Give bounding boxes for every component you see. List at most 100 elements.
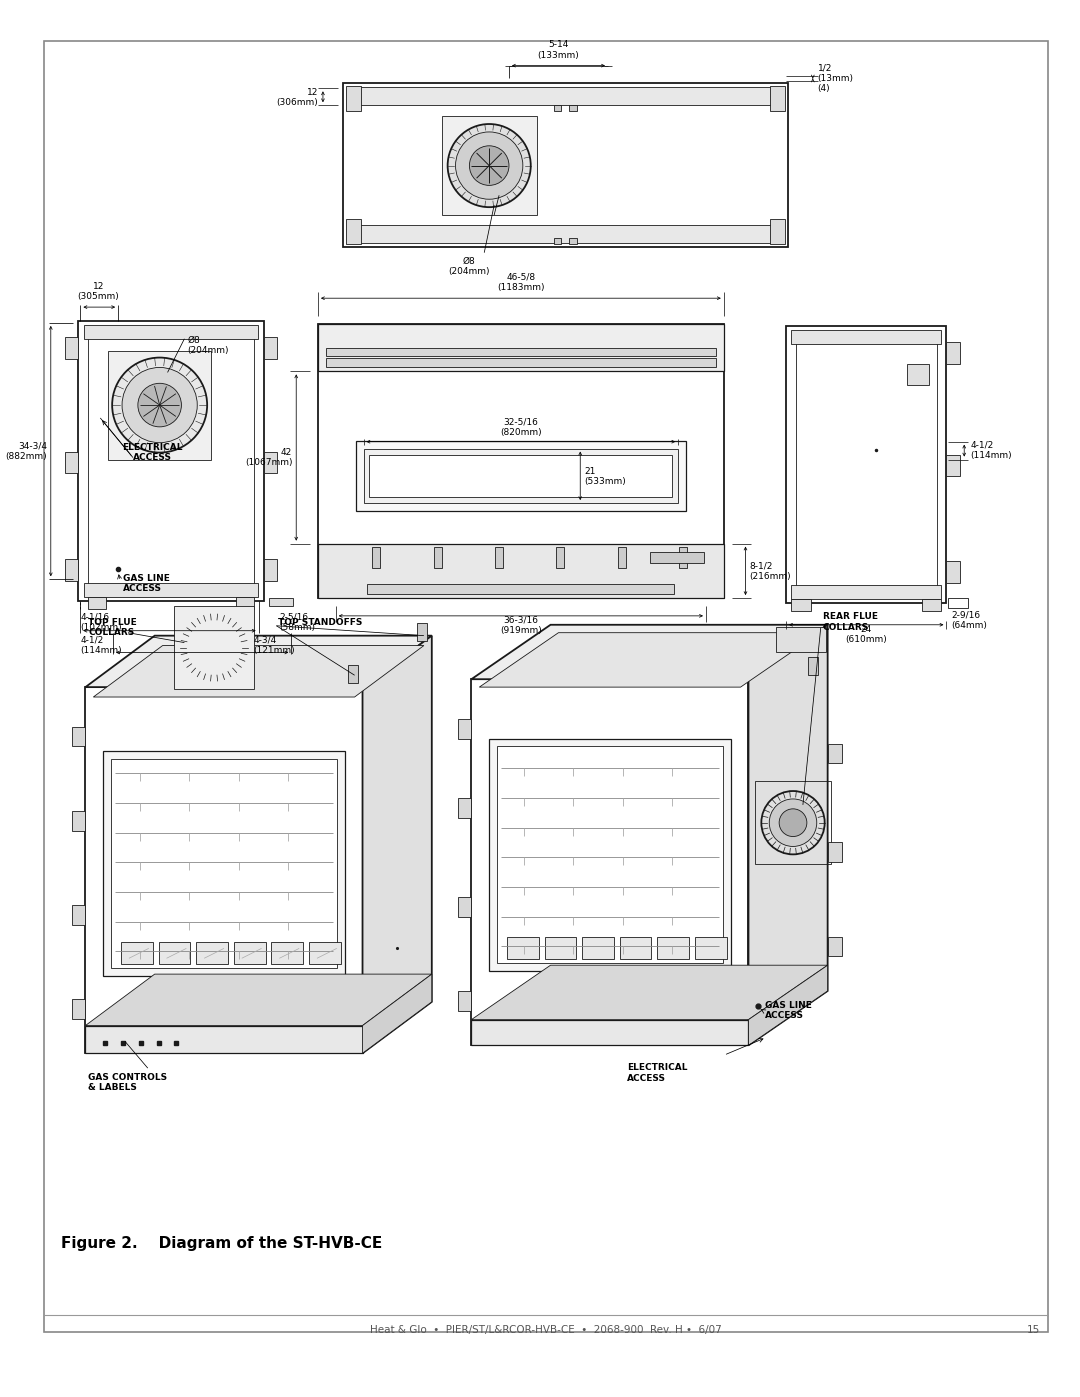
Bar (458, 897, 471, 916)
Bar (907, 363, 929, 386)
Bar (554, 237, 562, 243)
Bar (770, 87, 785, 112)
Bar (104, 752, 345, 977)
Polygon shape (471, 965, 827, 1020)
Bar (458, 798, 471, 817)
Bar (442, 116, 537, 215)
Text: ELECTRICAL
ACCESS: ELECTRICAL ACCESS (122, 443, 183, 462)
Bar (946, 562, 960, 583)
Text: Ø8
(204mm): Ø8 (204mm) (448, 257, 490, 277)
Bar (679, 546, 687, 569)
Bar (556, 546, 565, 569)
Circle shape (447, 124, 530, 207)
Bar (544, 937, 577, 960)
Text: 36-3/16
(919mm): 36-3/16 (919mm) (500, 616, 542, 636)
Bar (84, 326, 258, 338)
Bar (569, 237, 578, 243)
Bar (777, 627, 826, 652)
Circle shape (112, 358, 207, 453)
Bar (458, 719, 471, 739)
Polygon shape (363, 636, 432, 1053)
Bar (458, 990, 471, 1010)
Text: Figure 2.    Diagram of the ST-HVB-CE: Figure 2. Diagram of the ST-HVB-CE (60, 1236, 382, 1252)
Text: 4-3/4
(121mm): 4-3/4 (121mm) (254, 636, 295, 655)
Bar (582, 937, 613, 960)
Bar (791, 585, 942, 599)
Polygon shape (93, 645, 423, 697)
Circle shape (761, 791, 825, 855)
Bar (367, 584, 674, 594)
Text: 24
(610mm): 24 (610mm) (846, 624, 887, 644)
Polygon shape (85, 636, 432, 687)
Bar (471, 1020, 748, 1045)
Bar (71, 726, 85, 746)
Text: GAS LINE
ACCESS: GAS LINE ACCESS (766, 1002, 812, 1020)
Bar (618, 546, 625, 569)
Bar (65, 559, 79, 581)
Text: 42
(1067mm): 42 (1067mm) (245, 448, 293, 467)
Bar (658, 937, 689, 960)
Circle shape (180, 613, 247, 682)
Text: REAR FLUE
COLLARS: REAR FLUE COLLARS (823, 612, 878, 631)
Text: TOP STANDOFFS: TOP STANDOFFS (279, 619, 363, 627)
Bar (786, 326, 946, 604)
Text: GAS CONTROLS
& LABELS: GAS CONTROLS & LABELS (89, 1073, 167, 1092)
Bar (649, 552, 704, 563)
Bar (197, 943, 228, 964)
Polygon shape (85, 974, 432, 1025)
Bar (369, 454, 672, 497)
Text: 32-5/16
(820mm): 32-5/16 (820mm) (500, 418, 542, 437)
Bar (89, 331, 254, 591)
Text: 2-9/16
(64mm): 2-9/16 (64mm) (951, 610, 987, 630)
Bar (373, 546, 380, 569)
Circle shape (779, 809, 807, 837)
Bar (318, 324, 724, 372)
Text: 1/2
(13mm)
(4): 1/2 (13mm) (4) (818, 64, 854, 94)
Bar (326, 348, 716, 356)
Bar (346, 87, 361, 112)
Bar (65, 451, 79, 474)
Text: 8-1/2
(216mm): 8-1/2 (216mm) (750, 562, 791, 581)
Bar (620, 937, 651, 960)
Bar (946, 342, 960, 363)
Bar (159, 943, 190, 964)
Text: 5-14
(133mm): 5-14 (133mm) (538, 41, 579, 60)
Bar (85, 687, 363, 1053)
Bar (65, 337, 79, 359)
Bar (264, 337, 278, 359)
Bar (827, 842, 841, 862)
Text: Heat & Glo  •  PIER/ST/L&RCOR-HVB-CE  •  2068-900  Rev. H •  6/07: Heat & Glo • PIER/ST/L&RCOR-HVB-CE • 206… (369, 1326, 721, 1336)
Bar (351, 225, 780, 243)
Bar (946, 454, 960, 476)
Text: 46-5/8
(1183mm): 46-5/8 (1183mm) (497, 272, 544, 292)
Bar (471, 679, 748, 1045)
Bar (808, 658, 818, 675)
Polygon shape (480, 633, 820, 687)
Bar (796, 335, 936, 594)
Bar (271, 943, 303, 964)
Polygon shape (471, 624, 827, 679)
Bar (346, 219, 361, 243)
Circle shape (138, 383, 181, 427)
Bar (827, 936, 841, 957)
Circle shape (470, 145, 509, 186)
Bar (364, 448, 678, 503)
Bar (507, 937, 539, 960)
Bar (554, 105, 562, 112)
Bar (264, 559, 278, 581)
Bar (348, 665, 357, 683)
Bar (827, 743, 841, 763)
Bar (791, 599, 811, 610)
Bar (71, 810, 85, 831)
Bar (121, 943, 152, 964)
Bar (434, 546, 442, 569)
Bar (84, 583, 258, 597)
Bar (569, 105, 578, 112)
Circle shape (188, 622, 240, 673)
Bar (71, 905, 85, 925)
Bar (948, 598, 968, 608)
Text: 4-1/2
(114mm): 4-1/2 (114mm) (81, 636, 122, 655)
Bar (85, 1025, 363, 1053)
Text: TOP FLUE
COLLARS: TOP FLUE COLLARS (89, 617, 137, 637)
Bar (269, 598, 294, 606)
